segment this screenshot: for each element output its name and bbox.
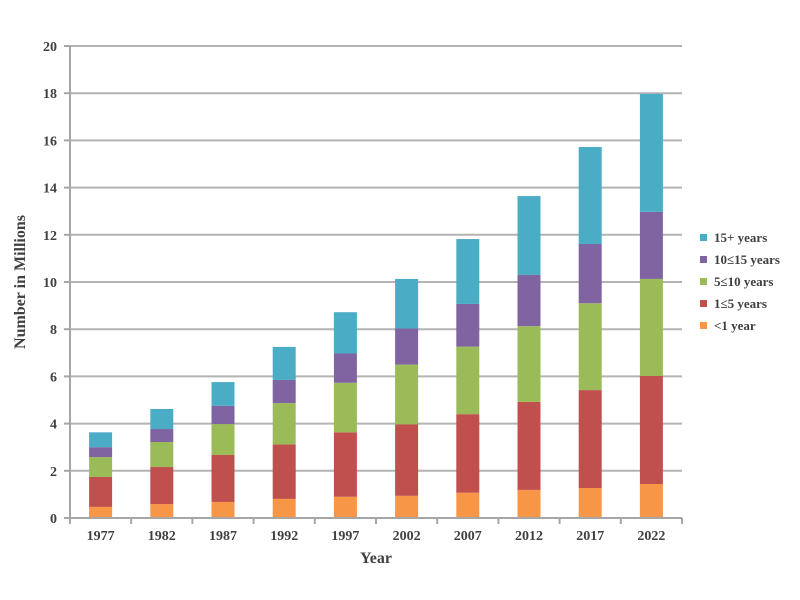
y-tick-label: 16 [43,134,57,149]
bar-segment [578,303,602,391]
bar-segment [456,346,480,415]
x-tick-label: 2012 [515,529,543,544]
x-tick-labels: 1977 1982 1987 1992 1997 2002 2007 2012 2017 2022 [87,529,666,544]
bar-segment [333,312,357,354]
bar-segment [150,442,174,468]
legend-label: <1 year [714,318,756,333]
y-tick-label: 10 [43,276,57,291]
x-tick-label: 2017 [576,529,604,544]
bar-segment [150,429,174,443]
bar-segment [517,196,541,275]
legend-label: 15+ years [714,230,767,245]
bar-segment [578,390,602,489]
bar-segment [639,375,663,485]
bar-segment [89,506,113,518]
bar-segment [456,303,480,347]
bar-segment [272,444,296,499]
y-tick-label: 20 [43,40,57,55]
bar-segment [150,408,174,430]
bar-segment [578,244,602,304]
bar-segment [333,382,357,433]
y-tick-label: 12 [43,229,57,244]
bar-segment [456,239,480,304]
bar-segment [211,405,235,425]
bar-segment [89,457,113,477]
bar-segment [333,496,357,518]
y-tick-label: 0 [50,512,57,527]
bar-segment [272,498,296,518]
bar-segment [639,211,663,279]
legend-swatch [700,234,707,241]
bar-segment [639,93,663,212]
bar-segment [395,278,419,329]
legend-swatch [700,278,707,285]
x-tick-label: 2022 [637,529,665,544]
bar-segment [395,364,419,425]
legend-label: 10≤15 years [714,252,780,267]
bar-segment [89,447,113,458]
bar-segment [150,504,174,518]
y-tick-label: 4 [50,418,57,433]
legend-swatch [700,322,707,329]
bar-segment [211,424,235,455]
y-tick-label: 6 [50,370,57,385]
bar-segment [517,489,541,518]
bar-segment [578,147,602,245]
bar-segment [211,501,235,518]
x-axis-title: Year [360,550,392,567]
bar-segment [89,432,113,448]
bar-segment [395,328,419,365]
bar-segment [395,495,419,518]
bar-segment [639,484,663,518]
bar-segment [517,326,541,402]
legend-label: 5≤10 years [714,274,773,289]
y-tick-label: 2 [50,465,57,480]
bar-segment [578,488,602,518]
y-axis-title: Number in Millions [12,215,29,349]
bar-segment [272,379,296,404]
legend-swatch [700,256,707,263]
bar-segment [272,403,296,445]
bar-segment [517,274,541,327]
bar-segment [517,401,541,490]
y-tick-label: 18 [43,87,57,102]
bar-segment [89,476,113,507]
x-tick-label: 1997 [331,529,359,544]
bar-segment [333,353,357,383]
bar-segment [456,414,480,493]
x-tick-label: 2002 [393,529,421,544]
legend-swatch [700,300,707,307]
bar-segment [639,278,663,376]
legend: 15+ years 10≤15 years 5≤10 years 1≤5 years <… [700,230,780,333]
x-tick-label: 1987 [209,529,237,544]
bar-segment [456,492,480,518]
x-tick-label: 2007 [454,529,482,544]
bar-segment [333,432,357,497]
axes [64,45,683,524]
legend-label: 1≤5 years [714,296,767,311]
bar-segment [272,346,296,380]
bar-segment [211,382,235,406]
bar-segment [150,467,174,505]
bar-segment [211,454,235,502]
y-tick-label: 14 [43,182,57,197]
x-tick-label: 1977 [87,529,115,544]
y-tick-label: 8 [50,323,57,338]
y-tick-labels: 0 2 4 6 8 10 12 14 16 18 20 [43,40,57,527]
bars [89,93,663,518]
bar-segment [395,424,419,496]
x-tick-label: 1982 [148,529,176,544]
x-tick-label: 1992 [270,529,298,544]
